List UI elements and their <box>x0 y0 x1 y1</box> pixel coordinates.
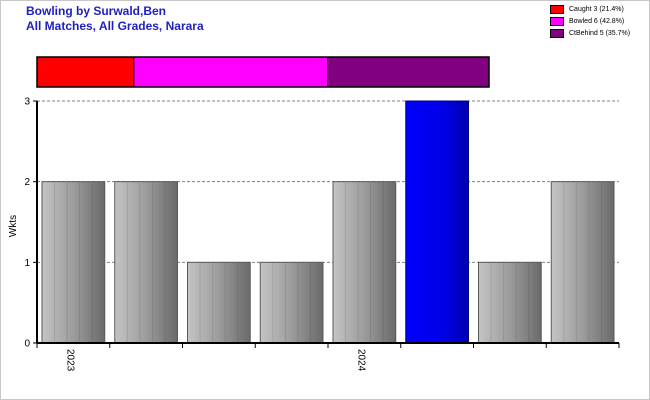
legend-item-caught: Caught 3 (21.4%) <box>550 4 630 15</box>
axes: 0 1 2 3 2023 2024 <box>24 97 620 372</box>
legend-item-ctbehind: CtBehind 5 (35.7%) <box>550 28 630 39</box>
chart-subtitle: All Matches, All Grades, Narara <box>26 19 204 33</box>
bar <box>405 100 469 344</box>
legend-swatch-ctbehind <box>550 29 564 38</box>
y-tick-label: 2 <box>24 177 30 188</box>
legend-item-bowled: Bowled 6 (42.8%) <box>550 16 630 27</box>
bar <box>114 181 178 344</box>
legend-swatch-caught <box>550 5 564 14</box>
bar <box>550 181 615 344</box>
chart-title: Bowling by Surwald,Ben <box>26 4 167 18</box>
stacked-summary-bar <box>36 56 490 88</box>
stack-border <box>36 56 490 88</box>
bar <box>41 181 106 344</box>
legend-swatch-bowled <box>550 17 564 26</box>
x-tick-label: 2023 <box>64 349 75 372</box>
legend-label-caught: Caught 3 (21.4%) <box>569 6 624 13</box>
bars <box>41 100 615 344</box>
stack-segment-ctbehind <box>327 56 490 88</box>
y-tick-label: 3 <box>24 97 30 108</box>
bar <box>478 261 542 344</box>
y-axis-label: Wkts <box>8 215 19 237</box>
y-tick-label: 0 <box>24 339 30 350</box>
y-tick-label: 1 <box>24 258 30 269</box>
legend-label-ctbehind: CtBehind 5 (35.7%) <box>569 30 631 37</box>
x-tick-label: 2024 <box>355 349 366 372</box>
legend-label-bowled: Bowled 6 (42.8%) <box>569 18 625 25</box>
stack-segment-bowled <box>133 56 329 88</box>
bar <box>332 181 397 344</box>
bar <box>259 261 324 344</box>
legend: Caught 3 (21.4%) Bowled 6 (42.8%) CtBehi… <box>550 4 630 40</box>
bar <box>187 261 251 344</box>
stack-segment-caught <box>36 56 135 88</box>
